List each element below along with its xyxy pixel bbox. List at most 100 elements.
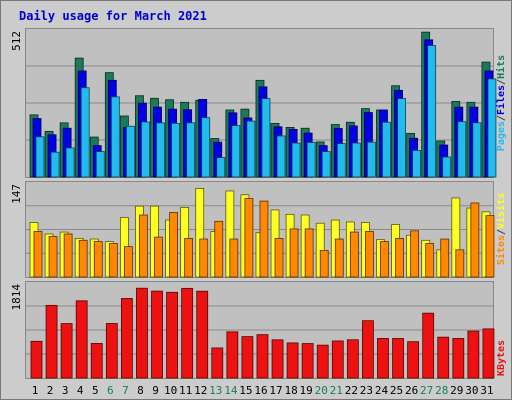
bar-kbytes-day-16 xyxy=(256,334,269,379)
bar-sites-day-23 xyxy=(365,231,374,278)
bar-sites-day-14 xyxy=(229,238,239,278)
bar-kbytes-day-10 xyxy=(166,291,178,379)
bar-pages-day-11 xyxy=(186,122,196,178)
panel-2: 147 Sites/Visits xyxy=(10,181,507,278)
x-tick-label: 29 xyxy=(450,384,463,397)
bar-kbytes-day-15 xyxy=(241,336,254,379)
x-tick-label: 23 xyxy=(360,384,373,397)
bar-kbytes-day-20 xyxy=(316,344,329,379)
bar-pages-day-4 xyxy=(80,87,90,178)
x-tick-label: 13 xyxy=(209,384,222,397)
bar-kbytes-day-4 xyxy=(75,300,88,379)
bar-kbytes-day-31 xyxy=(482,328,495,379)
bar-kbytes-day-1 xyxy=(30,340,43,379)
bar-kbytes-day-5 xyxy=(90,343,103,379)
bar-pages-day-6 xyxy=(110,96,120,178)
bar-kbytes-day-29 xyxy=(452,338,465,379)
bar-sites-day-10 xyxy=(169,212,178,278)
legend-separator: / xyxy=(496,79,507,85)
x-tick-label: 30 xyxy=(465,384,478,397)
bar-kbytes-day-12 xyxy=(196,290,209,379)
bar-kbytes-day-23 xyxy=(362,320,374,379)
bar-pages-day-28 xyxy=(442,156,452,178)
x-tick-label: 31 xyxy=(480,384,493,397)
bar-sites-day-26 xyxy=(410,230,420,278)
legend-sites: Sites xyxy=(495,235,507,265)
bar-pages-day-21 xyxy=(336,143,346,178)
bar-sites-day-7 xyxy=(123,246,133,278)
bar-sites-day-31 xyxy=(485,215,495,278)
bar-pages-day-7 xyxy=(125,125,135,178)
legend-separator: / xyxy=(496,115,507,121)
bar-pages-day-19 xyxy=(306,142,316,178)
bar-kbytes-day-6 xyxy=(105,323,118,379)
x-tick-label: 3 xyxy=(62,384,69,397)
bar-sites-day-24 xyxy=(380,241,389,278)
bar-sites-day-5 xyxy=(93,241,103,278)
bar-pages-day-24 xyxy=(382,121,391,178)
bar-sites-day-11 xyxy=(184,238,194,278)
bar-pages-day-23 xyxy=(367,141,376,178)
bar-sites-day-6 xyxy=(108,243,118,278)
bar-sites-day-16 xyxy=(259,200,269,278)
bar-kbytes-day-13 xyxy=(211,347,224,379)
x-tick-label: 14 xyxy=(224,384,238,397)
bar-kbytes-day-11 xyxy=(181,287,194,379)
x-tick-label: 11 xyxy=(179,384,192,397)
bar-sites-day-8 xyxy=(139,214,148,278)
bar-pages-day-26 xyxy=(412,150,422,178)
x-tick-label: 2 xyxy=(47,384,54,397)
bar-sites-day-1 xyxy=(33,231,43,278)
bar-pages-day-3 xyxy=(65,147,75,178)
bar-kbytes-day-24 xyxy=(377,338,389,379)
bar-kbytes-day-28 xyxy=(437,336,450,379)
x-tick-label: 10 xyxy=(164,384,177,397)
bar-kbytes-day-30 xyxy=(467,330,480,379)
panel-3: 1814 KBytes xyxy=(10,281,507,379)
bar-pages-day-17 xyxy=(276,135,286,178)
legend-pages: Pages xyxy=(496,121,507,151)
bar-kbytes-day-22 xyxy=(346,339,359,379)
bar-sites-day-2 xyxy=(48,236,58,278)
bar-sites-day-15 xyxy=(244,198,254,278)
bar-sites-day-18 xyxy=(289,228,299,278)
y-max-label: 147 xyxy=(10,184,23,204)
bar-pages-day-15 xyxy=(246,120,256,178)
bar-sites-day-9 xyxy=(154,236,163,278)
chart-panels: 512Pages/Files/Hits147Sites/Visits1814KB… xyxy=(10,28,507,379)
bar-kbytes-day-3 xyxy=(60,323,73,379)
bar-kbytes-day-17 xyxy=(271,339,284,379)
bar-sites-day-3 xyxy=(63,233,73,278)
y-max-label: 1814 xyxy=(10,284,23,311)
bar-pages-day-25 xyxy=(397,98,406,178)
bar-kbytes-day-14 xyxy=(226,331,239,379)
bar-sites-day-4 xyxy=(78,239,88,278)
x-tick-label: 24 xyxy=(375,384,389,397)
x-tick-label: 7 xyxy=(122,384,129,397)
x-tick-label: 15 xyxy=(239,384,252,397)
bar-sites-day-30 xyxy=(470,202,480,278)
panel-legend: Sites/Visits xyxy=(495,193,507,265)
x-tick-label: 27 xyxy=(420,384,433,397)
x-tick-label: 26 xyxy=(405,384,418,397)
x-tick-label: 1 xyxy=(32,384,39,397)
bar-pages-day-22 xyxy=(351,142,361,178)
bar-pages-day-29 xyxy=(457,121,467,178)
bar-kbytes-day-2 xyxy=(45,304,58,379)
x-tick-label: 6 xyxy=(107,384,114,397)
x-axis-labels: 1 2 3 4 5 6 7 8 9 10 11 12 13 14 15 16 17 18 19 20 21 22 23 24 2… xyxy=(32,384,494,397)
bar-sites-day-19 xyxy=(304,228,314,278)
legend-files: Files xyxy=(495,85,507,115)
bar-sites-day-21 xyxy=(334,238,344,278)
bar-sites-day-20 xyxy=(319,250,329,278)
bar-kbytes-day-26 xyxy=(407,341,420,379)
x-tick-label: 5 xyxy=(92,384,99,397)
x-tick-label: 9 xyxy=(152,384,159,397)
bar-sites-day-25 xyxy=(395,238,404,278)
panel-legend: Pages/Files/Hits xyxy=(495,55,507,151)
bar-kbytes-day-19 xyxy=(301,343,314,379)
bar-pages-day-14 xyxy=(231,125,241,178)
legend-separator: / xyxy=(496,229,507,235)
